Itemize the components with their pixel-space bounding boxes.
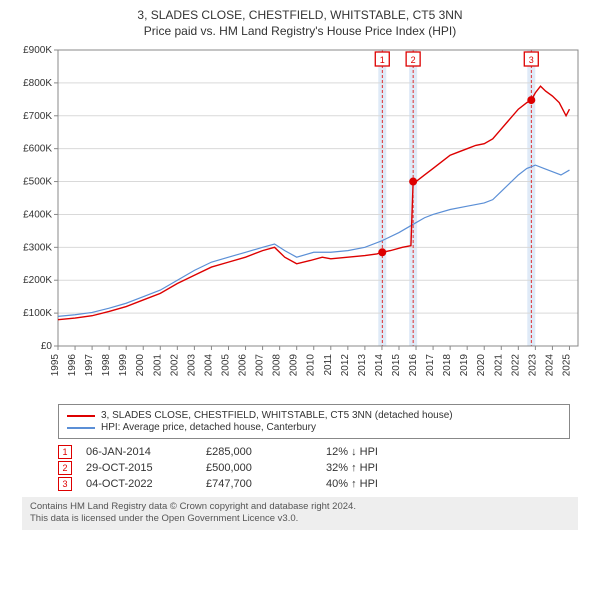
sales-table: 1 06-JAN-2014 £285,000 12% ↓ HPI 2 29-OC… [58, 445, 570, 491]
sale-date: 06-JAN-2014 [86, 446, 206, 458]
svg-text:2017: 2017 [425, 354, 436, 377]
sale-badge-1: 1 [58, 445, 72, 459]
svg-text:2003: 2003 [186, 354, 197, 377]
svg-text:2008: 2008 [272, 354, 283, 377]
sale-diff: 12% ↓ HPI [326, 446, 446, 458]
svg-text:2018: 2018 [442, 354, 453, 377]
svg-text:2020: 2020 [476, 354, 487, 377]
svg-text:£0: £0 [41, 341, 53, 352]
sale-badge-3: 3 [58, 477, 72, 491]
svg-text:2000: 2000 [135, 354, 146, 377]
svg-text:2: 2 [411, 55, 416, 65]
svg-text:2011: 2011 [323, 354, 334, 376]
svg-text:£500K: £500K [23, 177, 52, 188]
svg-text:2001: 2001 [152, 354, 163, 377]
svg-text:1998: 1998 [101, 354, 112, 377]
sale-price: £747,700 [206, 478, 326, 490]
svg-text:2015: 2015 [391, 354, 402, 377]
svg-text:£400K: £400K [23, 209, 52, 220]
svg-text:2004: 2004 [203, 354, 214, 377]
svg-text:1997: 1997 [84, 354, 95, 377]
svg-text:2013: 2013 [357, 354, 368, 377]
svg-text:2007: 2007 [255, 354, 266, 377]
svg-text:£300K: £300K [23, 242, 52, 253]
footer-line: Contains HM Land Registry data © Crown c… [30, 501, 570, 513]
sale-badge-2: 2 [58, 461, 72, 475]
attribution-footer: Contains HM Land Registry data © Crown c… [22, 497, 578, 530]
chart-subtitle: Price paid vs. HM Land Registry's House … [10, 24, 590, 38]
svg-text:2019: 2019 [459, 354, 470, 377]
chart-title: 3, SLADES CLOSE, CHESTFIELD, WHITSTABLE,… [10, 8, 590, 22]
svg-text:£200K: £200K [23, 275, 52, 286]
sale-price: £500,000 [206, 462, 326, 474]
svg-text:2009: 2009 [289, 354, 300, 377]
svg-text:2014: 2014 [374, 354, 385, 377]
svg-text:1: 1 [380, 55, 385, 65]
svg-text:2012: 2012 [340, 354, 351, 377]
svg-text:2022: 2022 [510, 354, 521, 377]
svg-text:2005: 2005 [220, 354, 231, 377]
sale-price: £285,000 [206, 446, 326, 458]
svg-text:£100K: £100K [23, 308, 52, 319]
sale-row: 1 06-JAN-2014 £285,000 12% ↓ HPI [58, 445, 570, 459]
sale-row: 3 04-OCT-2022 £747,700 40% ↑ HPI [58, 477, 570, 491]
svg-text:2023: 2023 [527, 354, 538, 377]
svg-text:2002: 2002 [169, 354, 180, 377]
svg-text:3: 3 [529, 55, 534, 65]
svg-text:£800K: £800K [23, 78, 52, 89]
svg-text:2016: 2016 [408, 354, 419, 377]
sale-date: 04-OCT-2022 [86, 478, 206, 490]
svg-text:1999: 1999 [118, 354, 129, 377]
legend-row-hpi: HPI: Average price, detached house, Cant… [67, 422, 561, 433]
legend-label-hpi: HPI: Average price, detached house, Cant… [101, 422, 316, 433]
legend-swatch-property [67, 415, 95, 417]
svg-text:1995: 1995 [50, 354, 61, 377]
svg-text:1996: 1996 [67, 354, 78, 377]
svg-text:2006: 2006 [238, 354, 249, 377]
svg-text:£900K: £900K [23, 45, 52, 56]
sale-row: 2 29-OCT-2015 £500,000 32% ↑ HPI [58, 461, 570, 475]
svg-text:£700K: £700K [23, 111, 52, 122]
sale-date: 29-OCT-2015 [86, 462, 206, 474]
svg-text:2021: 2021 [493, 354, 504, 377]
footer-line: This data is licensed under the Open Gov… [30, 513, 570, 525]
legend-row-property: 3, SLADES CLOSE, CHESTFIELD, WHITSTABLE,… [67, 410, 561, 421]
sale-diff: 32% ↑ HPI [326, 462, 446, 474]
svg-text:£600K: £600K [23, 144, 52, 155]
price-chart: £0 £100K £200K £300K £400K £500K £600K £700K £80… [10, 44, 590, 394]
legend: 3, SLADES CLOSE, CHESTFIELD, WHITSTABLE,… [58, 404, 570, 439]
sale-diff: 40% ↑ HPI [326, 478, 446, 490]
svg-text:2025: 2025 [561, 354, 572, 377]
svg-text:2024: 2024 [544, 354, 555, 377]
legend-label-property: 3, SLADES CLOSE, CHESTFIELD, WHITSTABLE,… [101, 410, 453, 421]
svg-text:2010: 2010 [306, 354, 317, 377]
legend-swatch-hpi [67, 427, 95, 429]
